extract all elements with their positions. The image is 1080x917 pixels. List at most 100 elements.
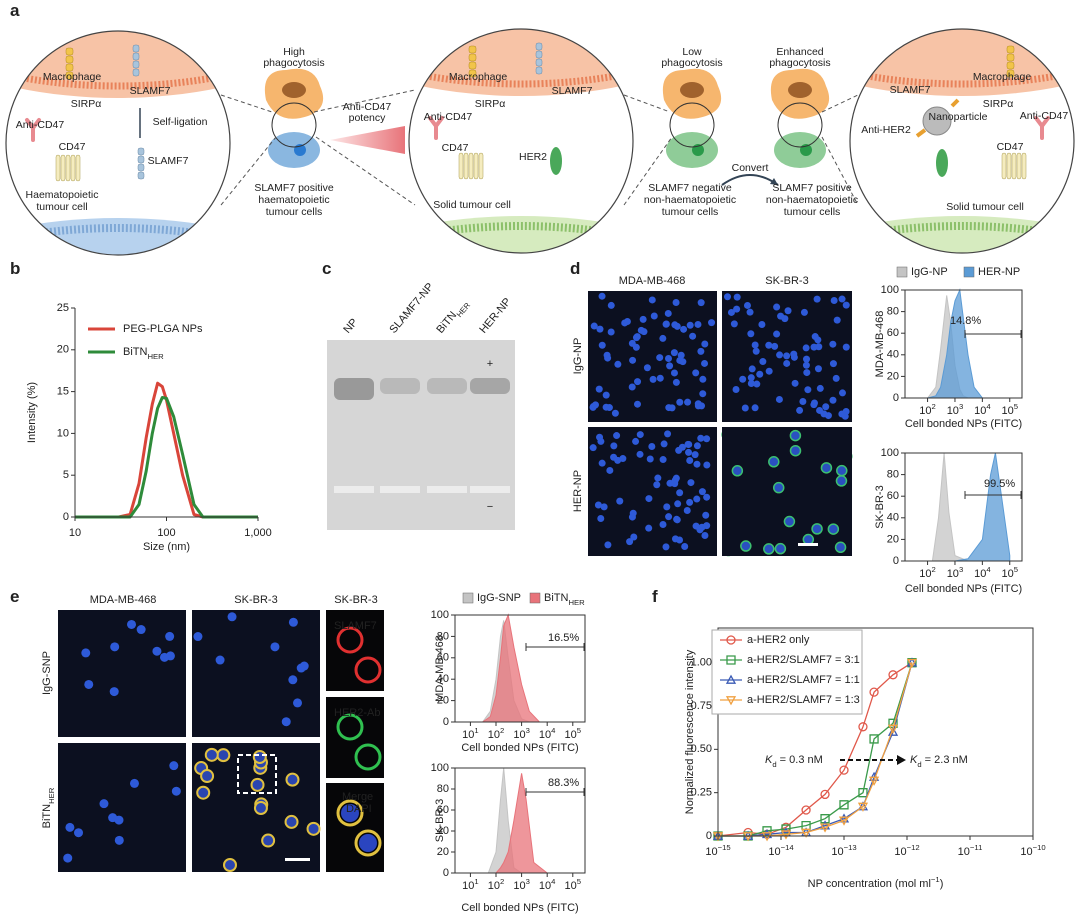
x-tick-label: 101 — [462, 726, 479, 741]
y-tick-label: 40 — [437, 825, 449, 837]
x-tick-label: 1,000 — [244, 527, 272, 539]
cd47 — [70, 154, 76, 182]
cell — [672, 299, 680, 307]
nucleus — [680, 82, 704, 98]
text-part: 10 — [894, 846, 906, 858]
label: Low — [682, 46, 702, 58]
cell — [686, 498, 694, 506]
gate-line — [525, 643, 585, 651]
cell — [656, 374, 664, 382]
cell — [783, 352, 791, 360]
gate-line — [964, 491, 1022, 499]
zoom-guide — [623, 94, 671, 113]
nucleus — [788, 82, 812, 98]
cell — [842, 343, 850, 351]
cell — [633, 400, 641, 408]
cell — [270, 642, 280, 652]
cell — [288, 617, 298, 627]
text-part: 10 — [947, 568, 959, 580]
cell — [74, 828, 84, 838]
gate-label: 16.5% — [548, 632, 579, 644]
cell — [653, 481, 661, 489]
cell — [775, 395, 783, 403]
cell-ring — [772, 481, 785, 494]
cell — [691, 451, 699, 459]
cell — [632, 437, 640, 445]
marker — [800, 828, 812, 838]
cell — [296, 663, 306, 673]
cell — [626, 538, 634, 546]
legend-label: BiTNHER — [544, 592, 585, 607]
label: Solid tumour cell — [433, 199, 511, 211]
arrow-head — [770, 178, 778, 185]
cell-ring — [222, 858, 237, 873]
cell — [703, 493, 711, 501]
cell — [751, 404, 759, 412]
x-tick-label: 102 — [488, 877, 505, 892]
label: phagocytosis — [263, 57, 324, 69]
zoom-circle — [409, 29, 633, 253]
micrograph — [58, 743, 186, 872]
cell — [773, 303, 781, 311]
cell — [648, 443, 656, 451]
x-tick-label: 100 — [157, 527, 175, 539]
cell — [752, 347, 760, 355]
text-part: 10 — [947, 405, 959, 417]
y-tick-label: 40 — [887, 512, 899, 524]
y-tick-label: 100 — [431, 609, 449, 621]
cell-ring — [250, 777, 265, 792]
cell — [665, 513, 673, 521]
text-part: PEG-PLGA NPs — [123, 323, 203, 335]
fit-line — [718, 662, 913, 837]
micrograph — [192, 610, 320, 737]
x-tick-label: 10−10 — [1020, 843, 1045, 858]
cell — [598, 341, 606, 349]
cell — [110, 642, 120, 652]
cell — [664, 430, 672, 438]
cell — [822, 403, 830, 411]
cell — [607, 328, 615, 336]
x-tick-label: 105 — [565, 726, 582, 741]
label: Enhanced — [776, 46, 823, 58]
cell — [748, 365, 756, 373]
y-tick-label: 60 — [887, 490, 899, 502]
cell — [215, 655, 225, 665]
text-part: 10 — [831, 846, 843, 858]
label: Anti-HER2 — [861, 124, 911, 136]
text-part: 5 — [1014, 565, 1018, 574]
cell — [765, 341, 773, 349]
cell — [159, 652, 169, 662]
text-part: 3 — [959, 402, 963, 411]
y-tick-label: 15 — [57, 386, 69, 398]
x-axis-label: Cell bonded NPs (FITC) — [461, 742, 578, 754]
lane-label: NP — [341, 316, 360, 335]
y-tick-label: 0 — [63, 511, 69, 523]
cell — [698, 488, 706, 496]
text-part: −13 — [844, 843, 857, 852]
cell — [630, 533, 638, 541]
text-part: 10 — [565, 729, 577, 741]
cell — [685, 440, 693, 448]
y-tick-label: 100 — [881, 284, 899, 296]
cell — [693, 442, 701, 450]
cell-ring — [827, 523, 840, 535]
text-part: d — [917, 760, 921, 769]
cd47 — [468, 152, 474, 180]
y-tick-label: 100 — [431, 762, 449, 774]
y-tick-label: 80 — [437, 783, 449, 795]
cell — [671, 321, 679, 329]
marker — [820, 814, 830, 824]
band — [334, 378, 374, 400]
x-tick-label: 102 — [488, 726, 505, 741]
label: tumour cell — [36, 201, 87, 213]
legend-marker — [726, 655, 736, 665]
cell — [701, 340, 709, 348]
cell — [784, 307, 792, 315]
inset-label: DAPI — [346, 803, 372, 815]
cell — [838, 389, 846, 397]
cell — [81, 648, 91, 658]
y-tick-label: 0 — [443, 867, 449, 879]
sirpa — [468, 69, 477, 78]
cell — [63, 853, 73, 863]
marker — [907, 658, 917, 668]
